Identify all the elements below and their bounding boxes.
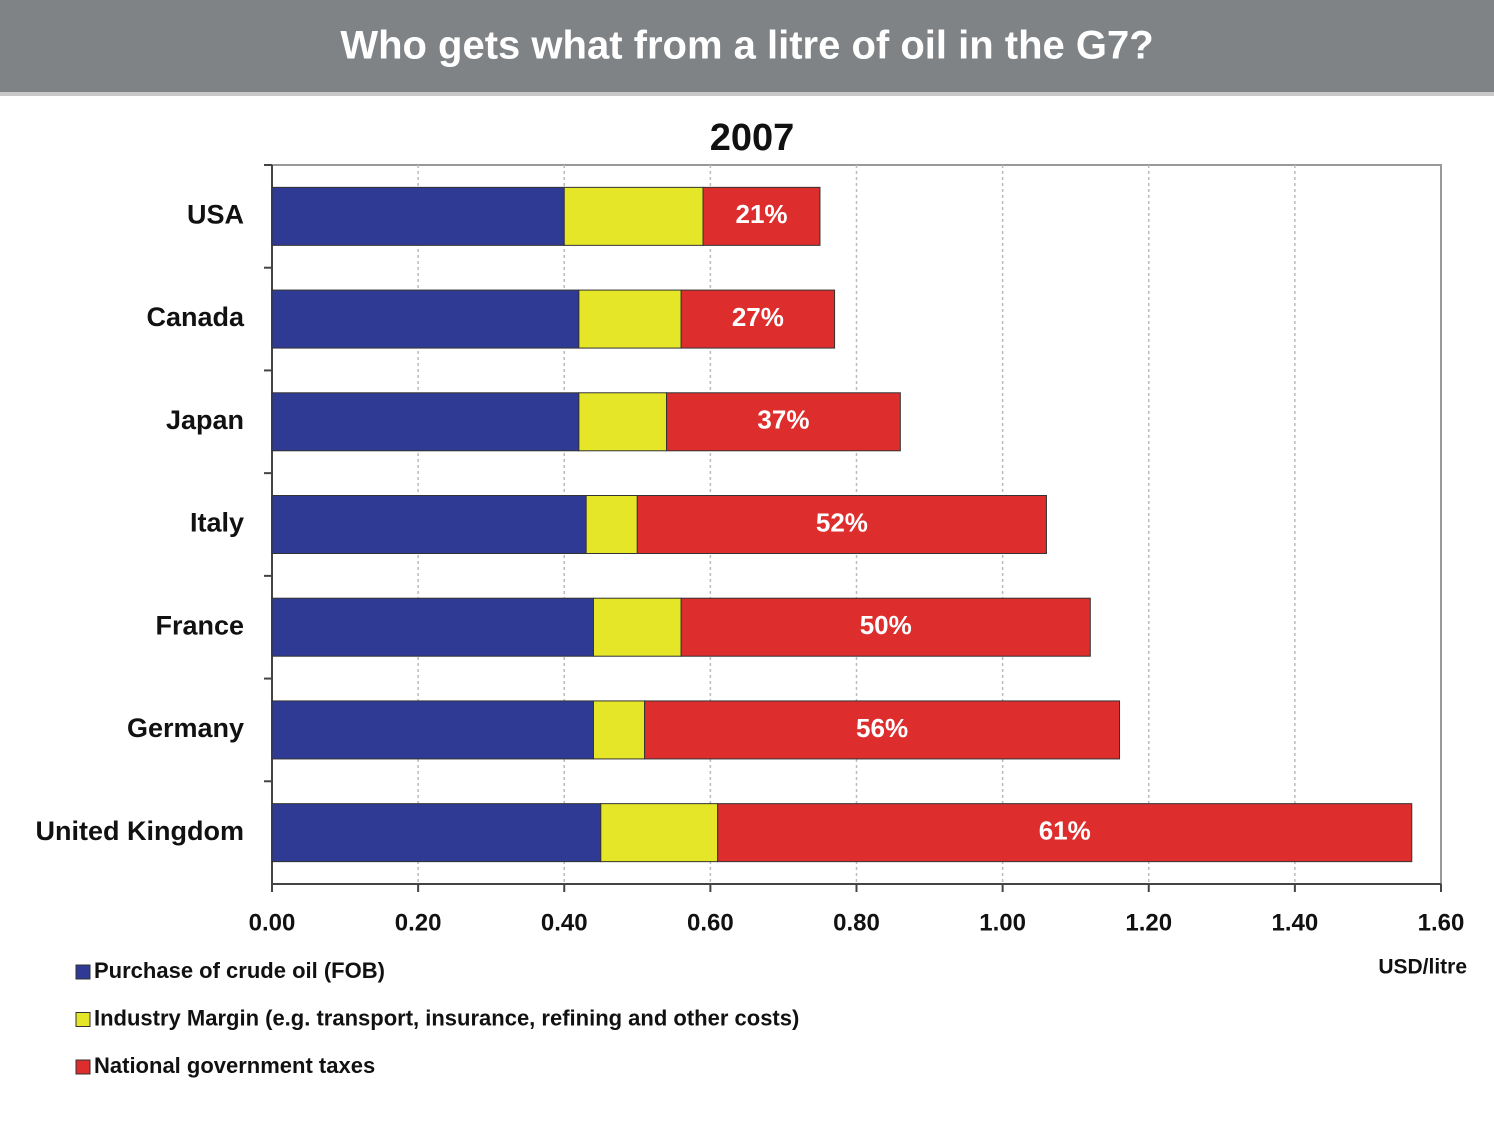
page-title: Who gets what from a litre of oil in the…	[340, 24, 1153, 68]
bar-segment	[600, 803, 719, 863]
bar-label: 52%	[816, 507, 868, 537]
bar-label: 61%	[1039, 816, 1091, 846]
y-tick-label: France	[155, 610, 244, 640]
legend-swatch	[75, 964, 91, 980]
legend-swatch	[75, 1059, 91, 1075]
bar-segment	[666, 392, 901, 452]
x-tick-label: 0.80	[833, 909, 880, 936]
y-tick-label: United Kingdom	[36, 816, 244, 846]
bar-label: 50%	[860, 610, 912, 640]
y-tick-label: USA	[187, 199, 244, 229]
x-tick-label: 1.60	[1418, 909, 1465, 936]
y-tick-label: Canada	[146, 302, 245, 332]
bar-segment	[636, 495, 1047, 554]
bar-segment	[702, 186, 821, 246]
bar-segment	[271, 597, 594, 657]
x-tick-label: 0.60	[687, 909, 734, 936]
x-tick-label: 1.20	[1125, 909, 1172, 936]
x-tick-label: 1.00	[979, 909, 1026, 936]
bar-segment	[271, 495, 587, 554]
x-tick-label: 0.00	[249, 909, 296, 936]
x-tick-label: 1.40	[1272, 909, 1319, 936]
legend-label: Industry Margin (e.g. transport, insuran…	[94, 1005, 799, 1030]
bar-label: 21%	[735, 199, 787, 229]
bar-segment	[592, 597, 682, 657]
bar-segment	[717, 803, 1413, 863]
bar-segment	[271, 803, 602, 863]
header-shadow	[0, 92, 1494, 96]
bar-segment	[271, 186, 565, 246]
bar-segment	[563, 186, 704, 246]
x-axis-label: USD/litre	[1378, 956, 1467, 979]
y-tick-label: Italy	[190, 508, 244, 538]
bar-segment	[271, 289, 580, 349]
legend-label: Purchase of crude oil (FOB)	[94, 958, 385, 983]
y-tick-label: Germany	[127, 713, 244, 743]
chart-title: 2007	[710, 117, 795, 159]
bar-segment	[644, 700, 1121, 760]
legend-swatch	[75, 1012, 91, 1027]
bar-segment	[680, 289, 836, 349]
bar-segment	[680, 597, 1091, 657]
x-tick-label: 0.40	[541, 909, 588, 936]
bar-segment	[578, 392, 668, 452]
y-tick-label: Japan	[166, 405, 244, 435]
bar-segment	[271, 392, 580, 452]
header-bar	[0, 0, 1494, 92]
bar-segment	[271, 700, 594, 760]
bar-segment	[578, 289, 682, 349]
bar-label: 56%	[856, 713, 908, 743]
bar-label: 37%	[757, 405, 809, 435]
bar-label: 27%	[732, 302, 784, 332]
bar-segment	[592, 700, 646, 760]
bar-segment	[585, 495, 638, 554]
x-tick-label: 0.20	[395, 909, 442, 936]
legend-label: National government taxes	[94, 1053, 375, 1078]
